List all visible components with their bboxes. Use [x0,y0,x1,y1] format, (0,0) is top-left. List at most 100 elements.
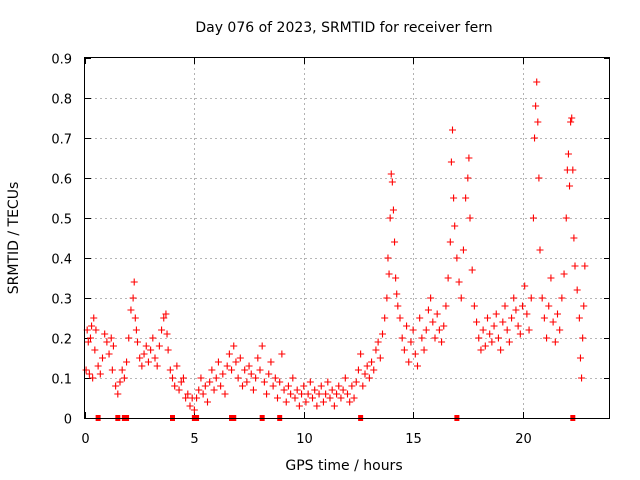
data-point [543,334,551,342]
data-point [199,390,207,398]
data-point [361,370,369,378]
data-point [435,326,443,334]
data-point [490,322,498,330]
x-tick-label: 15 [405,432,422,447]
data-point [260,378,268,386]
data-point [267,358,275,366]
data-point [512,306,520,314]
data-point [547,274,555,282]
data-point [457,294,465,302]
data-point [581,262,589,270]
data-point [85,370,93,378]
data-point [94,362,102,370]
data-point [442,302,450,310]
data-point [566,182,574,190]
data-point [422,326,430,334]
data-point [295,402,303,410]
data-point [501,302,509,310]
data-point [440,322,448,330]
data-point [403,322,411,330]
data-point [289,374,297,382]
data-point [398,334,406,342]
data-point [282,398,290,406]
data-point [306,378,314,386]
data-point [447,158,455,166]
data-point [210,386,218,394]
data-point [405,358,413,366]
data-point [391,238,399,246]
data-point [387,170,395,178]
data-point [438,338,446,346]
data-point [243,378,251,386]
data-point [394,302,402,310]
data-point [368,358,376,366]
data-point [465,154,473,162]
data-point [372,346,380,354]
data-point [521,282,529,290]
data-point [470,302,478,310]
data-point [317,382,325,390]
data-point [300,382,308,390]
data-point [142,342,150,350]
data-point [535,174,543,182]
data-point [322,390,330,398]
data-point [385,270,393,278]
data-point [247,370,255,378]
data-point [569,166,577,174]
data-point [99,354,106,362]
data-point [400,346,408,354]
data-point [324,378,332,386]
data-point [291,394,299,402]
data-point [549,318,557,326]
data-point [508,314,516,322]
data-point [575,314,583,322]
data-point [510,294,518,302]
data-point [556,326,564,334]
x-tick-label: 0 [81,432,89,447]
data-point [131,314,139,322]
data-point [107,334,115,342]
data-point [88,322,96,330]
data-point [348,382,356,390]
data-point [568,114,576,122]
data-point [341,374,349,382]
data-point [531,134,539,142]
data-point [519,302,526,310]
data-point [206,378,214,386]
data-point [92,326,100,334]
data-point [497,346,505,354]
data-point [545,302,553,310]
data-point [335,382,343,390]
data-point [527,294,535,302]
data-point [333,390,341,398]
data-point [523,310,531,318]
y-tick-label: 0.1 [51,373,72,388]
data-point [427,294,435,302]
chart-tick-labels: 0 0.1 0.2 0.3 0.4 0.5 0.6 0.7 0.8 0.9 0 5 10 15 20 [51,53,531,448]
data-point [505,338,513,346]
data-point [276,378,284,386]
data-point [155,342,163,350]
data-point [162,310,170,318]
data-point [269,382,277,390]
data-point [298,390,306,398]
data-point [416,314,424,322]
data-point [132,326,140,334]
data-point [125,334,133,342]
data-point [252,374,260,382]
data-point [562,214,570,222]
data-point [499,318,507,326]
data-point [175,386,183,394]
data-point [350,394,358,402]
chart-title: Day 076 of 2023, SRMTID for receiver fer… [195,20,492,36]
x-tick-label: 20 [515,432,532,447]
data-point [287,390,295,398]
data-point [239,382,246,390]
data-point [359,382,367,390]
data-point [319,398,327,406]
data-point [564,150,572,158]
data-point [449,126,456,134]
data-point [144,358,152,366]
data-point [228,366,236,374]
